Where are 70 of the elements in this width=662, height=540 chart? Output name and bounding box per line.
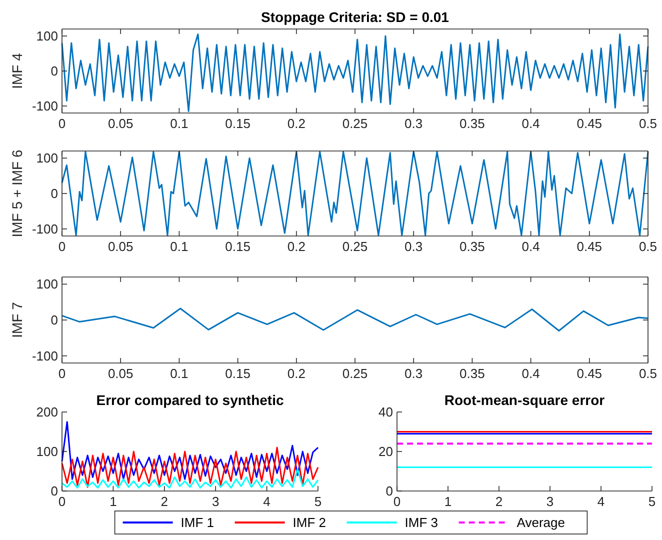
y-tick-label: 0 — [386, 484, 393, 498]
chart-title: Root-mean-square error — [444, 392, 606, 408]
y-tick-label: 0 — [50, 312, 58, 328]
x-tick-label: 0.5 — [638, 239, 658, 254]
x-tick-label: 3 — [546, 494, 554, 509]
y-tick-label: 20 — [378, 444, 393, 459]
x-tick-label: 0.2 — [287, 239, 306, 254]
y-tick-label: 100 — [36, 28, 58, 44]
y-axis-title: IMF 5 + IMF 6 — [9, 150, 25, 238]
x-tick-label: 4 — [263, 494, 270, 509]
x-tick-label: 0.05 — [108, 366, 134, 381]
x-tick-label: 0.45 — [576, 239, 602, 254]
y-tick-label: -100 — [32, 221, 58, 236]
x-tick-label: 0.2 — [287, 366, 306, 381]
x-tick-label: 0.3 — [404, 116, 423, 131]
legend-label: Average — [516, 515, 565, 530]
x-tick-label: 0.15 — [225, 366, 250, 381]
line-series — [61, 308, 649, 332]
x-tick-label: 0.3 — [404, 239, 423, 254]
line-series — [61, 468, 319, 489]
x-tick-label: 0.1 — [170, 116, 188, 131]
x-tick-label: 1 — [444, 494, 452, 509]
y-tick-label: 100 — [36, 444, 58, 459]
line-series — [61, 421, 319, 480]
x-tick-label: 4 — [597, 494, 605, 509]
y-tick-label: 100 — [36, 276, 58, 292]
x-tick-label: 2 — [160, 494, 168, 509]
legend-label: IMF 1 — [180, 515, 214, 530]
y-tick-label: 0 — [50, 64, 58, 78]
y-axis-title: IMF 7 — [9, 302, 25, 338]
x-tick-label: 0.15 — [225, 116, 250, 131]
x-tick-label: 0.35 — [460, 366, 485, 381]
x-tick-label: 0.25 — [342, 239, 368, 254]
x-tick-label: 0.25 — [342, 366, 368, 381]
x-tick-label: 0.35 — [460, 239, 485, 254]
y-tick-label: 0 — [50, 484, 58, 498]
x-tick-label: 0.4 — [522, 239, 540, 254]
legend-label: IMF 2 — [292, 515, 326, 530]
x-tick-label: 0.1 — [170, 366, 188, 381]
x-tick-label: 0.35 — [460, 116, 485, 131]
y-axis-title: IMF 4 — [9, 52, 25, 89]
x-tick-label: 5 — [648, 494, 656, 509]
y-tick-label: -100 — [32, 348, 58, 364]
y-tick-label: 0 — [50, 186, 58, 201]
x-tick-label: 0.3 — [404, 366, 423, 381]
x-tick-label: 0.4 — [522, 116, 540, 131]
x-tick-label: 0.2 — [287, 116, 306, 131]
x-tick-label: 5 — [314, 494, 322, 509]
line-series — [61, 446, 319, 488]
x-tick-label: 0.45 — [576, 366, 602, 381]
chart-title: Stoppage Criteria: SD = 0.01 — [261, 9, 450, 25]
x-tick-label: 0.15 — [225, 239, 250, 254]
x-tick-label: 0.45 — [576, 116, 602, 131]
x-tick-label: 2 — [495, 494, 503, 509]
y-tick-label: 100 — [36, 150, 58, 166]
x-tick-label: 0.5 — [638, 366, 658, 381]
x-tick-label: 0.05 — [108, 239, 134, 254]
y-tick-label: -100 — [32, 98, 58, 114]
x-tick-label: 0.25 — [342, 116, 368, 131]
legend-label: IMF 3 — [404, 515, 438, 530]
line-series — [61, 150, 649, 236]
x-tick-label: 1 — [110, 494, 117, 509]
y-tick-label: 40 — [378, 404, 393, 420]
x-tick-label: 0.5 — [638, 116, 658, 131]
x-tick-label: 0.05 — [108, 116, 134, 131]
x-tick-label: 0.4 — [522, 366, 540, 381]
y-tick-label: 200 — [36, 404, 58, 420]
chart-title: Error compared to synthetic — [96, 392, 284, 408]
x-tick-label: 0.1 — [170, 239, 188, 254]
x-tick-label: 3 — [212, 494, 220, 509]
